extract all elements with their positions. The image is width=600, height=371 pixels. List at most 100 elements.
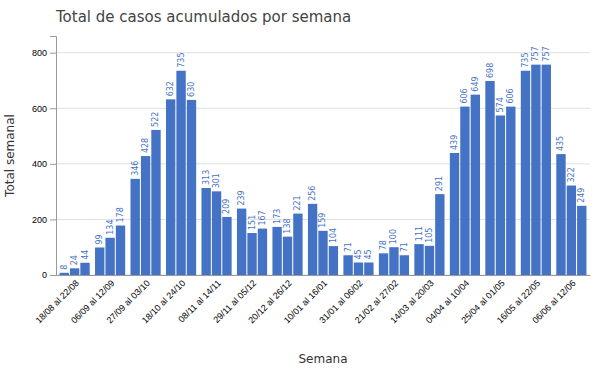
data-label: 632 — [166, 81, 175, 96]
data-label: 100 — [389, 229, 398, 244]
y-axis-title: Total semanal — [3, 114, 17, 198]
y-tick-mark — [50, 53, 56, 54]
bar-group — [131, 130, 161, 275]
bar — [272, 227, 281, 275]
bar — [308, 204, 317, 275]
y-tick-label: 600 — [32, 104, 47, 114]
data-label: 757 — [531, 46, 540, 61]
data-label: 574 — [496, 97, 505, 112]
bar-group — [556, 154, 586, 275]
bar — [166, 99, 175, 275]
bar — [450, 153, 459, 275]
bar — [531, 65, 540, 275]
data-label: 105 — [425, 228, 434, 243]
grid — [56, 53, 590, 275]
y-tick-mark — [50, 275, 56, 276]
data-label: 8 — [60, 265, 69, 270]
data-label: 159 — [319, 213, 328, 228]
data-label: 209 — [222, 199, 231, 214]
data-label: 313 — [202, 170, 211, 185]
data-label: 735 — [177, 52, 186, 67]
bar — [131, 179, 140, 275]
y-tick-mark — [50, 108, 56, 109]
bar — [95, 247, 104, 275]
data-label: 757 — [542, 46, 551, 61]
data-label: 606 — [506, 88, 515, 103]
data-label: 111 — [415, 226, 424, 241]
y-tick: 200 — [32, 215, 56, 225]
y-tick-label: 200 — [32, 215, 47, 225]
data-label: 45 — [354, 249, 363, 259]
bar — [201, 188, 210, 275]
y-tick-mark — [50, 164, 56, 165]
bar — [237, 209, 246, 275]
data-label: 249 — [577, 188, 586, 203]
bar — [187, 100, 196, 275]
bar — [141, 156, 150, 275]
y-tick-label: 400 — [32, 159, 47, 169]
bar — [471, 95, 480, 275]
bars — [60, 65, 587, 275]
bar-group — [308, 204, 338, 275]
chart-title: Total de casos acumulados por semana — [55, 8, 351, 26]
bar — [329, 246, 338, 275]
data-label: 606 — [460, 88, 469, 103]
bar — [293, 214, 302, 275]
data-label: 522 — [151, 112, 160, 127]
data-label: 104 — [329, 228, 338, 243]
data-label: 698 — [486, 63, 495, 78]
bar-group — [521, 65, 551, 275]
data-label: 71 — [400, 242, 409, 252]
bar — [70, 268, 79, 275]
y-tick-label: 0 — [42, 270, 47, 280]
y-tick-label: 800 — [32, 48, 47, 58]
bar — [506, 107, 515, 275]
data-label: 256 — [308, 186, 317, 201]
y-tick: 800 — [32, 48, 56, 58]
data-label: 428 — [141, 138, 150, 153]
data-label: 138 — [283, 218, 292, 233]
bar-group — [166, 71, 196, 275]
x-axis-line — [57, 275, 591, 276]
data-label: 346 — [131, 161, 140, 176]
bar — [354, 262, 363, 275]
data-label: 239 — [237, 190, 246, 205]
bar — [521, 71, 530, 275]
bar — [379, 253, 388, 275]
bar — [343, 255, 352, 275]
bar-group — [201, 188, 231, 275]
bar — [105, 238, 114, 275]
bar — [283, 237, 292, 275]
chart: 8244499134178346428522632735630313301209… — [0, 0, 600, 371]
y-tick-mark — [50, 219, 56, 220]
x-tick: 06/06 al 12/06 — [530, 278, 577, 325]
data-labels: 8244499134178346428522632735630313301209… — [60, 46, 587, 269]
bar — [389, 247, 398, 275]
bar — [258, 229, 267, 275]
bar — [400, 255, 409, 275]
data-label: 301 — [212, 173, 221, 188]
bar — [80, 263, 89, 275]
bar — [222, 217, 231, 275]
bar — [542, 65, 551, 275]
x-axis: 18/08 al 22/0806/09 al 12/0927/09 al 03/… — [34, 276, 591, 326]
data-label: 630 — [187, 82, 196, 97]
y-tick: 0 — [42, 270, 56, 280]
y-tick: 400 — [32, 159, 56, 169]
bar-group — [450, 95, 480, 275]
data-label: 178 — [116, 207, 125, 222]
bar — [247, 233, 256, 275]
bar — [212, 191, 221, 275]
bar — [364, 262, 373, 275]
bar — [414, 244, 423, 275]
data-label: 322 — [567, 167, 576, 182]
data-label: 151 — [248, 215, 257, 230]
bar-group — [485, 81, 515, 275]
bar — [116, 226, 125, 275]
data-label: 291 — [435, 176, 444, 191]
data-label: 99 — [95, 234, 104, 244]
bar — [425, 246, 434, 275]
bar — [435, 194, 444, 275]
bar — [496, 115, 505, 275]
bar — [577, 206, 586, 275]
